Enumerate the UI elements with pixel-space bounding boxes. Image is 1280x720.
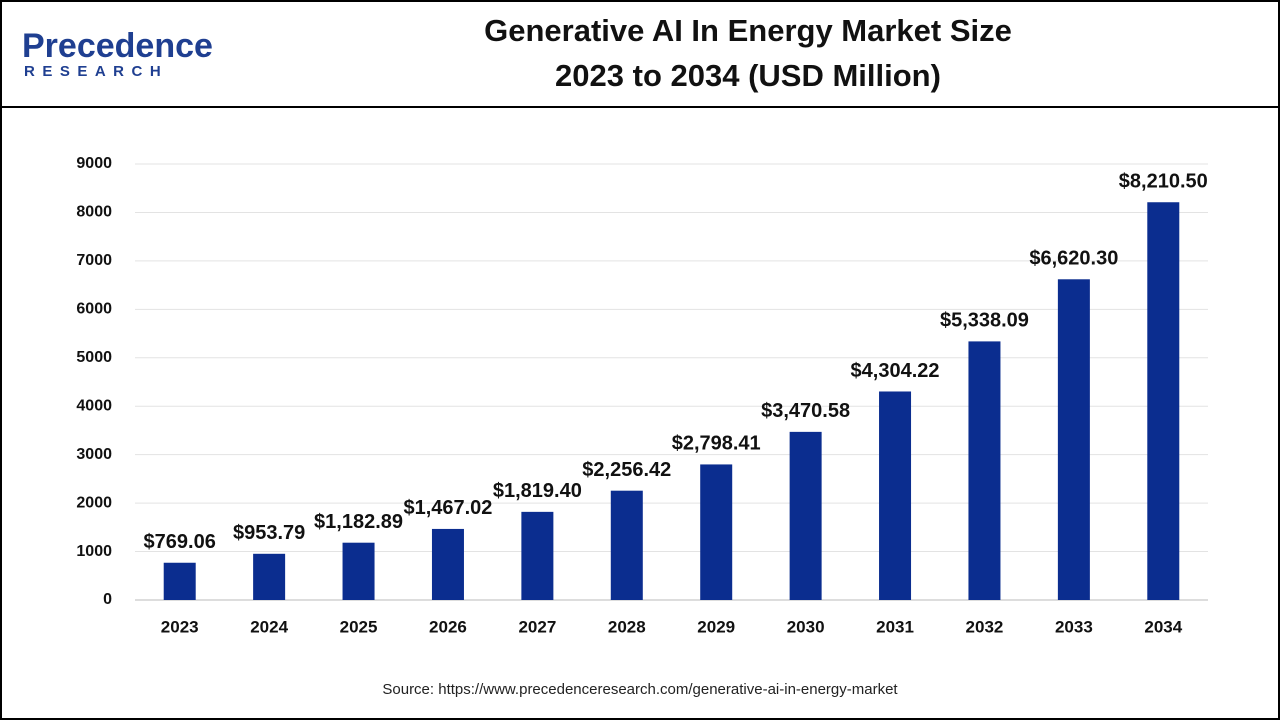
value-label: $1,182.89 (314, 511, 403, 533)
bar (521, 511, 554, 600)
x-tick-label: 2023 (161, 617, 199, 636)
y-tick-label: 9000 (76, 155, 112, 172)
y-tick-label: 2000 (76, 494, 112, 511)
value-label: $3,470.58 (761, 400, 850, 422)
value-label: $953.79 (233, 522, 305, 544)
value-label: $769.06 (144, 531, 216, 553)
y-tick-label: 7000 (76, 252, 112, 269)
bar (342, 542, 375, 600)
bar (700, 464, 733, 600)
x-tick-label: 2032 (966, 617, 1004, 636)
x-tick-label: 2030 (787, 617, 825, 636)
bar (968, 341, 1001, 600)
x-tick-label: 2025 (340, 617, 378, 636)
bar (610, 490, 643, 600)
y-tick-label: 5000 (76, 349, 112, 366)
y-tick-label: 1000 (76, 543, 112, 560)
bar (1147, 202, 1180, 600)
x-tick-label: 2031 (876, 617, 914, 636)
x-tick-label: 2029 (697, 617, 735, 636)
value-label: $6,620.30 (1029, 248, 1118, 270)
y-tick-label: 6000 (76, 301, 112, 318)
value-label: $1,819.40 (493, 480, 582, 502)
bar (789, 431, 822, 600)
value-label: $5,338.09 (940, 310, 1029, 332)
logo-name: Precedence (22, 27, 213, 65)
logo-tagline: RESEARCH (24, 63, 168, 80)
value-label: $2,798.41 (672, 433, 761, 455)
bar (163, 562, 196, 600)
value-label: $4,304.22 (851, 360, 940, 382)
x-tick-label: 2033 (1055, 617, 1093, 636)
x-tick-label: 2028 (608, 617, 646, 636)
bar (431, 528, 464, 600)
bar (1057, 279, 1090, 600)
source: Source: https://www.precedenceresearch.c… (382, 681, 898, 698)
chart-subtitle: 2023 to 2034 (USD Million) (555, 58, 941, 93)
y-tick-label: 8000 (76, 204, 112, 221)
y-tick-label: 4000 (76, 397, 112, 414)
y-tick-label: 0 (103, 591, 112, 608)
bar (879, 391, 912, 600)
value-label: $1,467.02 (403, 497, 492, 519)
x-tick-label: 2027 (518, 617, 556, 636)
bar (253, 553, 286, 600)
x-tick-label: 2024 (250, 617, 288, 636)
value-label: $8,210.50 (1119, 171, 1208, 193)
y-tick-label: 3000 (76, 446, 112, 463)
x-tick-label: 2034 (1144, 617, 1182, 636)
x-tick-label: 2026 (429, 617, 467, 636)
chart-title: Generative AI In Energy Market Size (484, 13, 1012, 48)
value-label: $2,256.42 (582, 459, 671, 481)
